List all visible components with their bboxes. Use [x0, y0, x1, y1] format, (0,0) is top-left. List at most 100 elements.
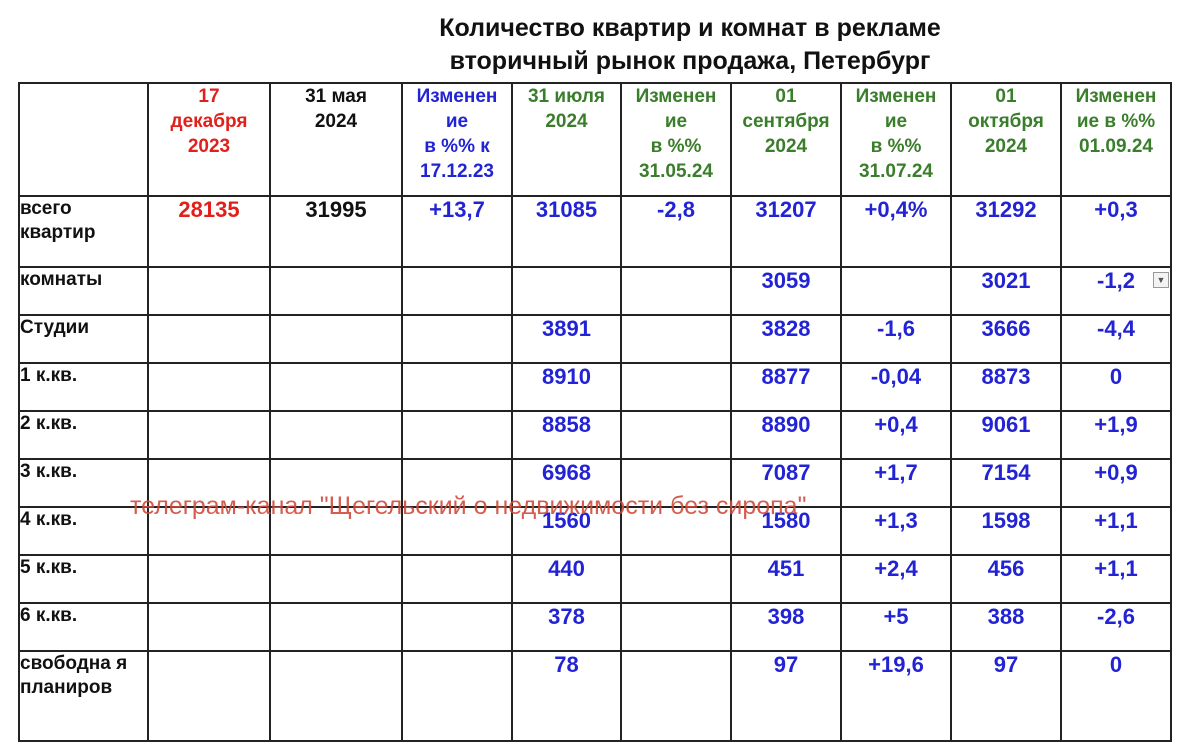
table-cell: -2,6 — [1060, 602, 1172, 652]
table-cell: +1,9 — [1060, 410, 1172, 460]
title-line-2: вторичный рынок продажа, Петербург — [449, 47, 931, 75]
data-table: 17 декабря 2023 31 мая 2024 Изменен ие в %% к… — [18, 82, 1172, 742]
table-cell — [147, 266, 271, 316]
table-cell: -1,6 — [840, 314, 952, 364]
header-cell-jul-2024: 31 июля 2024 — [511, 82, 622, 197]
table-cell — [620, 554, 732, 604]
row-label: всего квартир — [18, 195, 149, 268]
table-cell — [147, 554, 271, 604]
table-cell: 388 — [950, 602, 1062, 652]
table-cell: 8877 — [730, 362, 842, 412]
table-cell — [620, 362, 732, 412]
table-cell: 8873 — [950, 362, 1062, 412]
title-line-1: Количество квартир и комнат в рекламе — [439, 14, 941, 42]
table-cell — [401, 602, 513, 652]
table-cell — [401, 362, 513, 412]
table-cell — [401, 266, 513, 316]
table-cell — [401, 314, 513, 364]
table-cell: 7154 — [950, 458, 1062, 508]
table-cell — [147, 410, 271, 460]
header-cell-sep-2024: 01 сентября 2024 — [730, 82, 842, 197]
table-cell: +0,3 — [1060, 195, 1172, 268]
header-cell-change-vs-may: Изменен ие в %% 31.05.24 — [620, 82, 732, 197]
filter-dropdown-icon[interactable]: ▼ — [1153, 272, 1169, 288]
table-row: 1 к.кв. 8910 8877 -0,04 8873 0 — [18, 362, 1172, 412]
table-cell: 3891 — [511, 314, 622, 364]
table-cell — [401, 650, 513, 742]
table-cell: +1,3 — [840, 506, 952, 556]
table-cell: 0 — [1060, 362, 1172, 412]
row-label: 4 к.кв. — [18, 506, 149, 556]
table-cell — [840, 266, 952, 316]
table-cell: +0,9 — [1060, 458, 1172, 508]
row-label: Студии — [18, 314, 149, 364]
table-row: 6 к.кв. 378 398 +5 388 -2,6 — [18, 602, 1172, 652]
table-row: Студии 3891 3828 -1,6 3666 -4,4 — [18, 314, 1172, 364]
table-cell: +1,1 — [1060, 554, 1172, 604]
table-cell — [401, 458, 513, 508]
table-cell — [401, 554, 513, 604]
row-label: 2 к.кв. — [18, 410, 149, 460]
table-cell — [147, 650, 271, 742]
table-cell — [620, 458, 732, 508]
table-cell: 8858 — [511, 410, 622, 460]
table-cell: 3828 — [730, 314, 842, 364]
table-cell: +13,7 — [401, 195, 513, 268]
header-cell-oct-2024: 01 октября 2024 — [950, 82, 1062, 197]
table-row: всего квартир 28135 31995 +13,7 31085 -2,8 312… — [18, 195, 1172, 268]
table-cell — [269, 458, 403, 508]
table-cell: +2,4 — [840, 554, 952, 604]
header-row: 17 декабря 2023 31 мая 2024 Изменен ие в %% к… — [18, 82, 1172, 197]
table-cell: 1560 — [511, 506, 622, 556]
table-cell: 28135 — [147, 195, 271, 268]
table-cell — [620, 266, 732, 316]
table-cell: +1,1 — [1060, 506, 1172, 556]
row-label: 6 к.кв. — [18, 602, 149, 652]
table-cell — [147, 314, 271, 364]
table-cell: 31085 — [511, 195, 622, 268]
table-cell: 97 — [730, 650, 842, 742]
table-cell — [620, 506, 732, 556]
table-cell — [269, 314, 403, 364]
table-row: комнаты 3059 3021 -1,2 — [18, 266, 1172, 316]
page-title: Количество квартир и комнат в рекламе вт… — [300, 12, 1080, 78]
table-cell: 31292 — [950, 195, 1062, 268]
table-cell: 7087 — [730, 458, 842, 508]
table-cell: 3059 — [730, 266, 842, 316]
table-cell: 398 — [730, 602, 842, 652]
table-cell: +19,6 — [840, 650, 952, 742]
table-cell — [269, 266, 403, 316]
table-cell — [620, 650, 732, 742]
table-cell — [269, 602, 403, 652]
table-cell — [269, 410, 403, 460]
row-label: 3 к.кв. — [18, 458, 149, 508]
table-cell: 1598 — [950, 506, 1062, 556]
table-cell — [401, 410, 513, 460]
table-cell: 3021 — [950, 266, 1062, 316]
table-cell: +1,7 — [840, 458, 952, 508]
header-cell-change-vs-jul: Изменен ие в %% 31.07.24 — [840, 82, 952, 197]
table-cell: 8910 — [511, 362, 622, 412]
table-cell: -4,4 — [1060, 314, 1172, 364]
header-cell-change-vs-sep: Изменен ие в %% 01.09.24 — [1060, 82, 1172, 197]
table-cell: 0 — [1060, 650, 1172, 742]
table-cell — [269, 506, 403, 556]
row-label: комнаты — [18, 266, 149, 316]
table-cell — [620, 314, 732, 364]
table-cell — [147, 458, 271, 508]
table-cell — [269, 362, 403, 412]
table-cell — [620, 410, 732, 460]
table-cell — [147, 602, 271, 652]
table-cell: -1,2 — [1060, 266, 1172, 316]
table-cell: 31995 — [269, 195, 403, 268]
header-cell-may-2024: 31 мая 2024 — [269, 82, 403, 197]
table-cell: 9061 — [950, 410, 1062, 460]
table-cell: 6968 — [511, 458, 622, 508]
table-row: 4 к.кв. 1560 1580 +1,3 1598 +1,1 — [18, 506, 1172, 556]
table-row: 3 к.кв. 6968 7087 +1,7 7154 +0,9 — [18, 458, 1172, 508]
table-cell: 8890 — [730, 410, 842, 460]
table-cell: +0,4% — [840, 195, 952, 268]
table-cell: 456 — [950, 554, 1062, 604]
table-cell: 378 — [511, 602, 622, 652]
table-cell: +5 — [840, 602, 952, 652]
